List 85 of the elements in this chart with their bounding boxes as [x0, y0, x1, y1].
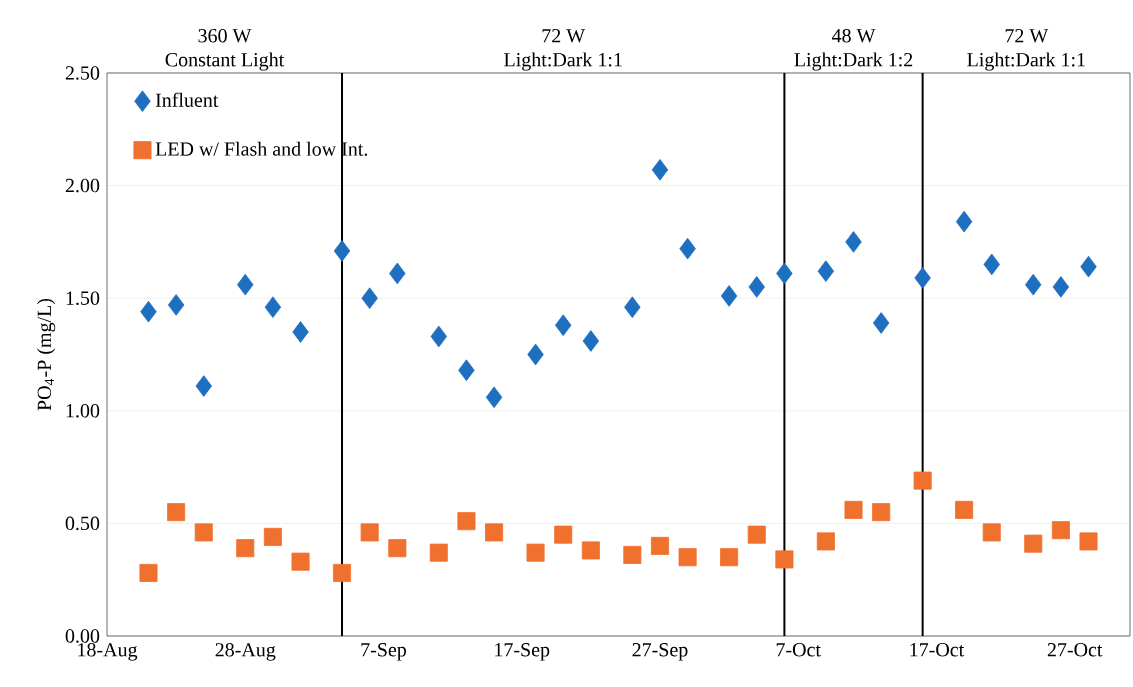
point [1079, 532, 1098, 551]
point [982, 523, 1001, 542]
point [913, 471, 932, 490]
point [264, 296, 282, 319]
point [748, 276, 765, 298]
x-tick-label: 17-Sep [495, 643, 550, 661]
point [1025, 273, 1042, 296]
point [292, 321, 309, 343]
point [776, 262, 793, 285]
x-tick-label: 7-Oct [776, 643, 821, 657]
point [555, 314, 572, 337]
point [457, 512, 476, 531]
text: Light:Dark 1:1 [967, 52, 1085, 71]
point [678, 548, 697, 567]
text: Constant Light [165, 52, 285, 71]
point [333, 240, 351, 262]
point [845, 231, 862, 253]
x-tick-label: 27-Sep [632, 643, 688, 661]
point [1051, 521, 1070, 540]
point [526, 543, 545, 562]
legend-label: LED w/ Flash and low Int. [155, 141, 368, 156]
point [983, 253, 1000, 276]
point [775, 550, 794, 569]
text: 360 W [198, 28, 252, 43]
x-tick-label: 27-Oct [1047, 643, 1103, 657]
x-tick-label: 17-Oct [910, 643, 965, 657]
point [485, 386, 503, 409]
point [872, 312, 890, 334]
point [554, 525, 573, 544]
point [389, 262, 406, 285]
point [872, 503, 891, 522]
point [651, 159, 669, 181]
point [140, 300, 157, 323]
legend-label: Influent [155, 92, 219, 107]
point [1024, 534, 1043, 553]
text: 48 W [831, 28, 876, 43]
point [263, 527, 282, 546]
point [527, 343, 544, 366]
point [914, 267, 931, 289]
point [817, 260, 835, 282]
point [679, 237, 696, 260]
point [195, 375, 212, 397]
point [582, 330, 600, 352]
point [650, 536, 669, 555]
point [167, 503, 186, 522]
text: Light:Dark 1:2 [794, 52, 913, 71]
point [458, 359, 475, 382]
point [816, 532, 835, 551]
x-tick-label: 18-Aug [78, 643, 138, 661]
point [194, 523, 213, 542]
text: Light:Dark 1:1 [504, 52, 622, 71]
point [333, 563, 352, 582]
y-tick-label: 2.00 [65, 178, 100, 193]
point [388, 539, 407, 558]
point [167, 294, 185, 316]
y-tick-label: 2.50 [65, 66, 100, 80]
point [430, 325, 447, 348]
y-tick-label: 1.00 [66, 404, 100, 418]
y-tick-label: 0.00 [65, 629, 100, 643]
point [955, 210, 973, 233]
point [581, 541, 600, 560]
point [720, 285, 738, 307]
y-tick-label: 1.50 [66, 291, 100, 305]
y-tick-label: 0.50 [65, 516, 100, 531]
point [485, 523, 504, 542]
point [623, 545, 642, 564]
x-tick-label: 28-Aug [215, 643, 276, 661]
point [429, 543, 448, 562]
point [236, 539, 255, 558]
point [360, 523, 379, 542]
point [139, 563, 158, 582]
y-axis-title: PO$_{4}$-P (mg/L) [37, 298, 56, 411]
point [747, 525, 766, 544]
point [291, 552, 310, 571]
point [844, 500, 863, 519]
point [361, 287, 378, 309]
point [237, 273, 254, 296]
point [955, 500, 974, 519]
point [1080, 255, 1097, 278]
point [624, 296, 641, 319]
point [1052, 276, 1070, 298]
text: 72 W [1005, 29, 1049, 43]
x-tick-label: 7-Sep [361, 643, 407, 661]
point [720, 548, 739, 567]
text: 72 W [542, 29, 586, 43]
